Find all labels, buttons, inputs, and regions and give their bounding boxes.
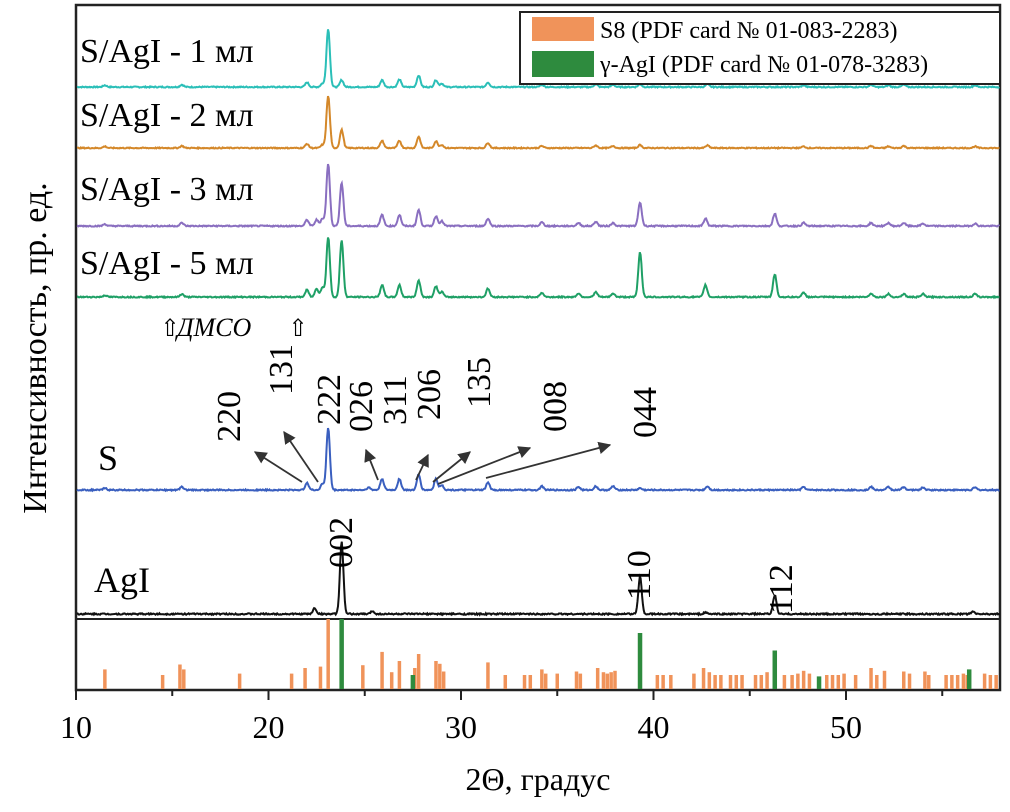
traces — [76, 29, 1001, 617]
hkl-label-135: 135 — [461, 357, 498, 408]
legend-swatch-agi — [532, 51, 594, 77]
series-label-2ml: S/AgI - 2 мл — [80, 97, 254, 134]
hkl-arrow — [437, 446, 532, 485]
legend-label-agi: γ-AgI (PDF card № 01-078-3283) — [599, 52, 928, 78]
hkl-label-008: 008 — [537, 381, 574, 432]
x-tick-label: 10 — [60, 709, 92, 745]
legend-swatch-s8 — [532, 17, 594, 41]
legend-box — [519, 11, 1001, 85]
hkl-label-131: 131 — [263, 344, 300, 395]
reference-sticks — [103, 619, 998, 689]
hkl-label-222: 222 — [311, 374, 348, 425]
hkl-arrow — [415, 453, 429, 481]
x-tick-label: 30 — [445, 709, 477, 745]
hkl-arrow — [253, 451, 303, 483]
hkl-label-311: 311 — [377, 375, 414, 425]
series-label-3ml: S/AgI - 3 мл — [80, 171, 254, 208]
hkl-label-044: 044 — [627, 387, 664, 438]
dmso-arrow-right-icon: ⇧ — [288, 316, 308, 342]
x-axis: 10 20 30 40 50 — [60, 690, 944, 745]
hkl-label-002: 002 — [323, 517, 360, 568]
series-label-s: S — [98, 438, 118, 478]
series-label-1ml: S/AgI - 1 мл — [80, 33, 254, 70]
hkl-label-206: 206 — [411, 369, 448, 420]
series-label-agi: AgI — [94, 560, 150, 600]
hkl-label-026: 026 — [343, 381, 380, 432]
trace-0 — [76, 29, 1000, 90]
dmso-arrow-left-icon: ⇧ — [160, 316, 180, 342]
series-label-5ml: S/AgI - 5 мл — [80, 245, 254, 282]
x-tick-label: 40 — [638, 709, 670, 745]
plot-frame — [74, 3, 1002, 692]
hkl-label-220: 220 — [211, 391, 248, 442]
trace-1 — [76, 95, 1000, 151]
hkl-label-110: 110 — [621, 550, 658, 600]
x-tick-label: 20 — [253, 709, 285, 745]
x-axis-label: 2Θ, градус — [466, 761, 611, 797]
y-axis-label: Интенсивность, пр. ед. — [17, 182, 54, 513]
hkl-arrow — [485, 441, 612, 479]
trace-3 — [76, 237, 1000, 300]
hkl-label-112: 112 — [763, 564, 800, 614]
hkl-arrow — [364, 448, 379, 481]
hkl-arrow — [432, 451, 471, 483]
trace-2 — [76, 163, 1001, 229]
x-tick-label: 50 — [830, 709, 862, 745]
trace-4 — [76, 427, 1000, 493]
hkl-arrow — [283, 430, 319, 483]
trace-5 — [76, 541, 1001, 617]
legend: S8 (PDF card № 01-083-2283) γ-AgI (PDF c… — [519, 11, 1001, 85]
dmso-label: ДМСО — [174, 313, 252, 342]
legend-label-s8: S8 (PDF card № 01-083-2283) — [600, 18, 898, 44]
